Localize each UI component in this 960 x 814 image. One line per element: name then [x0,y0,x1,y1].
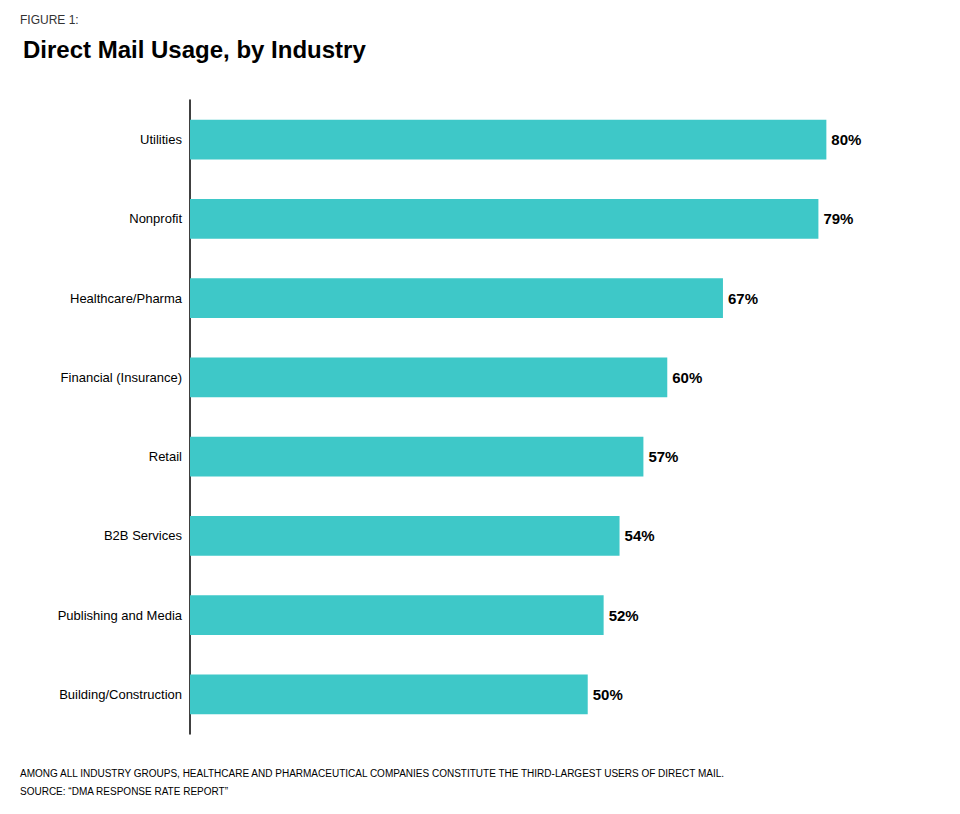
svg-text:AMONG ALL INDUSTRY GROUPS, HEA: AMONG ALL INDUSTRY GROUPS, HEALTHCARE AN… [20,768,724,779]
svg-text:57%: 57% [648,448,678,465]
svg-text:FIGURE 1:: FIGURE 1: [20,13,79,27]
svg-text:Retail: Retail [149,449,182,464]
svg-text:Building/Construction: Building/Construction [59,687,182,702]
svg-text:Healthcare/Pharma: Healthcare/Pharma [70,291,183,306]
svg-text:60%: 60% [672,369,702,386]
svg-text:SOURCE: “DMA RESPONSE RATE REP: SOURCE: “DMA RESPONSE RATE REPORT” [20,786,228,797]
svg-text:B2B Services: B2B Services [104,528,183,543]
svg-text:Nonprofit: Nonprofit [129,211,182,226]
svg-text:67%: 67% [728,290,758,307]
svg-text:54%: 54% [625,527,655,544]
svg-text:Financial (Insurance): Financial (Insurance) [61,370,182,385]
svg-text:Utilities: Utilities [140,132,182,147]
svg-text:Direct Mail Usage, by Industry: Direct Mail Usage, by Industry [23,36,366,63]
svg-text:Publishing and Media: Publishing and Media [58,608,183,623]
svg-text:80%: 80% [831,131,861,148]
svg-text:52%: 52% [609,607,639,624]
svg-text:79%: 79% [823,210,853,227]
svg-text:50%: 50% [593,686,623,703]
